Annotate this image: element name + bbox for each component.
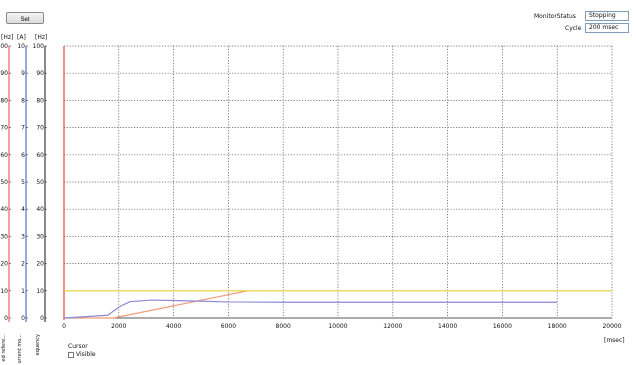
legend-current[interactable]: urrent mo... — [17, 334, 23, 364]
y-tick-hz-left: 30 — [0, 233, 8, 240]
y-tick-a: 6 — [21, 152, 25, 159]
y-tick-a: 9 — [21, 70, 25, 77]
y-tick-hz-left: 60 — [0, 152, 8, 159]
x-tick-label: 8000 — [276, 323, 291, 330]
cursor-title: Cursor — [68, 343, 88, 350]
cycle-field[interactable]: 200 msec — [585, 23, 629, 33]
y-tick-hz-right: 50 — [36, 179, 44, 186]
cycle-label: Cycle — [565, 25, 582, 32]
x-tick-label: 10000 — [328, 323, 347, 330]
y-tick-a: 3 — [21, 233, 25, 240]
x-axis-unit: [msec] — [604, 337, 625, 344]
y-tick-hz-right: 90 — [36, 70, 44, 77]
x-tick-label: 0 — [62, 323, 66, 330]
monitor-status-label: MonitorStatus — [534, 13, 576, 20]
legend-speed-ref[interactable]: ed refere... — [1, 334, 7, 362]
set-button[interactable]: Set — [6, 12, 44, 24]
y-tick-hz-left: 80 — [0, 97, 8, 104]
y-tick-hz-right: 30 — [36, 233, 44, 240]
y-tick-hz-left: 50 — [0, 179, 8, 186]
unit-label-hz-right: [Hz] — [35, 34, 48, 41]
cursor-group: Cursor Visible — [68, 343, 96, 358]
y-tick-a: 4 — [21, 206, 25, 213]
legend-frequency[interactable]: equency — [35, 334, 41, 356]
y-tick-a: 2 — [21, 261, 25, 268]
y-tick-hz-right: 60 — [36, 152, 44, 159]
y-tick-a: 5 — [21, 179, 25, 186]
y-tick-hz-left: 70 — [0, 125, 8, 132]
y-tick-a: 0 — [21, 315, 25, 322]
y-tick-hz-right: 10 — [36, 288, 44, 295]
cursor-visible-checkbox[interactable] — [68, 351, 74, 358]
x-tick-label: 6000 — [221, 323, 236, 330]
y-tick-hz-right: 100 — [33, 43, 45, 50]
x-tick-label: 18000 — [548, 323, 567, 330]
x-tick-label: 4000 — [166, 323, 181, 330]
series-line-0 — [64, 290, 248, 319]
x-tick-label: 2000 — [111, 323, 126, 330]
monitor-status-field: Stopping — [585, 11, 629, 21]
y-tick-hz-right: 40 — [36, 206, 44, 213]
unit-label-a: [A] — [17, 34, 26, 41]
y-tick-hz-left: 90 — [0, 70, 8, 77]
y-tick-a: 1 — [21, 288, 25, 295]
x-tick-label: 12000 — [383, 323, 402, 330]
y-tick-a: 10 — [17, 43, 25, 50]
y-tick-a: 8 — [21, 97, 25, 104]
y-tick-hz-left: 0 — [4, 315, 8, 322]
x-tick-label: 16000 — [493, 323, 512, 330]
x-tick-label: 14000 — [438, 323, 457, 330]
y-tick-hz-right: 20 — [36, 261, 44, 268]
x-tick-label: 20000 — [602, 323, 621, 330]
y-tick-hz-left: 40 — [0, 206, 8, 213]
y-tick-hz-left: 00 — [0, 43, 8, 50]
series-line-1 — [63, 299, 558, 319]
y-tick-a: 7 — [21, 125, 25, 132]
cursor-visible-label: Visible — [76, 351, 96, 358]
y-tick-hz-left: 20 — [0, 261, 8, 268]
y-tick-hz-right: 70 — [36, 125, 44, 132]
y-tick-hz-right: 0 — [40, 315, 44, 322]
y-tick-hz-left: 10 — [0, 288, 8, 295]
unit-label-hz-left: [Hz] — [1, 34, 14, 41]
y-tick-hz-right: 80 — [36, 97, 44, 104]
